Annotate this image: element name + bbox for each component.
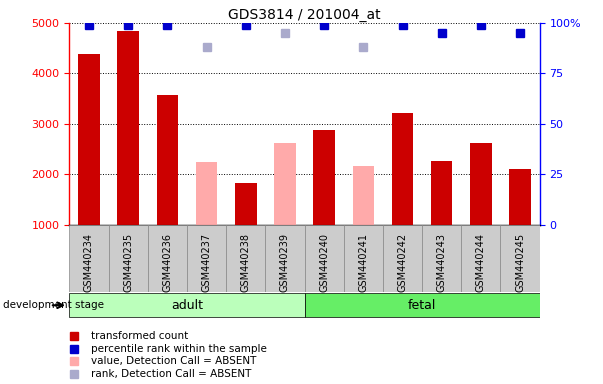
Text: GSM440236: GSM440236	[162, 233, 172, 292]
Text: GSM440245: GSM440245	[515, 233, 525, 292]
Bar	[305, 225, 344, 292]
Text: GSM440241: GSM440241	[358, 233, 368, 292]
Text: fetal: fetal	[408, 299, 437, 312]
Bar	[274, 143, 295, 225]
Bar	[383, 225, 422, 292]
Bar	[226, 225, 265, 292]
Text: GSM440240: GSM440240	[319, 233, 329, 292]
Bar	[78, 54, 99, 225]
Bar	[470, 143, 491, 225]
Text: value, Detection Call = ABSENT: value, Detection Call = ABSENT	[90, 356, 256, 366]
Text: GSM440239: GSM440239	[280, 233, 290, 292]
Bar	[157, 94, 178, 225]
Bar	[109, 225, 148, 292]
Text: GSM440234: GSM440234	[84, 233, 94, 292]
Bar	[187, 225, 226, 292]
Text: GSM440243: GSM440243	[437, 233, 447, 292]
Text: rank, Detection Call = ABSENT: rank, Detection Call = ABSENT	[90, 369, 251, 379]
Bar	[500, 225, 540, 292]
Text: GSM440242: GSM440242	[397, 233, 408, 292]
Bar	[196, 162, 217, 225]
Text: transformed count: transformed count	[90, 331, 188, 341]
Text: GSM440238: GSM440238	[241, 233, 251, 292]
Bar	[353, 166, 374, 225]
Text: GSM440244: GSM440244	[476, 233, 486, 292]
Bar	[344, 225, 383, 292]
Bar	[265, 225, 305, 292]
Text: development stage: development stage	[3, 300, 104, 310]
Bar	[69, 293, 305, 317]
Text: percentile rank within the sample: percentile rank within the sample	[90, 344, 267, 354]
Bar	[431, 161, 452, 225]
Bar	[510, 169, 531, 225]
Bar	[305, 293, 540, 317]
Text: GSM440237: GSM440237	[201, 233, 212, 292]
Bar	[422, 225, 461, 292]
Bar	[461, 225, 500, 292]
Text: GSM440235: GSM440235	[123, 233, 133, 292]
Title: GDS3814 / 201004_at: GDS3814 / 201004_at	[228, 8, 381, 22]
Bar	[235, 183, 256, 225]
Bar	[314, 131, 335, 225]
Text: adult: adult	[171, 299, 203, 312]
Bar	[148, 225, 187, 292]
Bar	[392, 113, 413, 225]
Bar	[118, 31, 139, 225]
Bar	[69, 225, 109, 292]
